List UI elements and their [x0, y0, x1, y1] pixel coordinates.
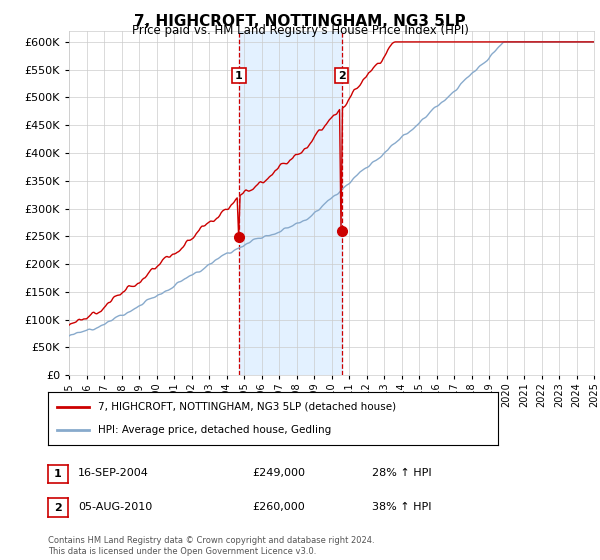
Text: 7, HIGHCROFT, NOTTINGHAM, NG3 5LP: 7, HIGHCROFT, NOTTINGHAM, NG3 5LP	[134, 14, 466, 29]
Text: 16-SEP-2004: 16-SEP-2004	[78, 468, 149, 478]
Text: Price paid vs. HM Land Registry's House Price Index (HPI): Price paid vs. HM Land Registry's House …	[131, 24, 469, 37]
Text: 7, HIGHCROFT, NOTTINGHAM, NG3 5LP (detached house): 7, HIGHCROFT, NOTTINGHAM, NG3 5LP (detac…	[97, 402, 395, 412]
Text: 28% ↑ HPI: 28% ↑ HPI	[372, 468, 431, 478]
Text: 05-AUG-2010: 05-AUG-2010	[78, 502, 152, 512]
Text: 1: 1	[54, 469, 62, 479]
Text: Contains HM Land Registry data © Crown copyright and database right 2024.
This d: Contains HM Land Registry data © Crown c…	[48, 536, 374, 556]
Text: 1: 1	[235, 71, 243, 81]
Text: 38% ↑ HPI: 38% ↑ HPI	[372, 502, 431, 512]
Text: £260,000: £260,000	[252, 502, 305, 512]
Text: HPI: Average price, detached house, Gedling: HPI: Average price, detached house, Gedl…	[97, 425, 331, 435]
Bar	[239, 31, 341, 375]
Text: £249,000: £249,000	[252, 468, 305, 478]
Text: 2: 2	[54, 503, 62, 512]
Text: 2: 2	[338, 71, 346, 81]
